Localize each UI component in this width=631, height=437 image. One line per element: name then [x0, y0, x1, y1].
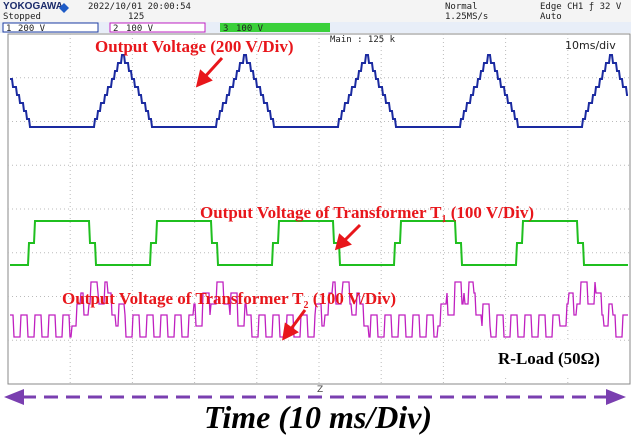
mode: Normal: [445, 2, 478, 12]
time-axis-label: Time (10 ms/Div): [204, 399, 432, 435]
ch1-id: 1: [6, 24, 11, 34]
ch1-scale: 200 V: [18, 24, 46, 34]
trigger: Edge CH1 ƒ 32 V: [540, 2, 622, 12]
t2-annotation: Output Voltage of Transformer T2 (100 V/…: [62, 289, 396, 311]
zoom-marker: Z: [317, 385, 323, 395]
t2-suffix: (100 V/Div): [308, 289, 396, 308]
t1-text: Output Voltage of Transformer T: [200, 203, 442, 222]
ch1-annotation: Output Voltage (200 V/Div): [95, 37, 294, 56]
scope-figure: YOKOGAWA Stopped 2022/10/01 20:00:54 125…: [0, 0, 631, 437]
load-label: R-Load (50Ω): [498, 349, 600, 368]
t2-text: Output Voltage of Transformer T: [62, 289, 304, 308]
ch2-box: [110, 23, 205, 32]
timebase: 10ms/div: [565, 39, 616, 52]
t1-annotation: Output Voltage of Transformer T1 (100 V/…: [200, 203, 534, 225]
ch3-id: 3: [223, 24, 228, 34]
ch2-id: 2: [113, 24, 118, 34]
status: Stopped: [3, 12, 41, 22]
trigger-mode: Auto: [540, 12, 562, 22]
brand: YOKOGAWA: [3, 1, 63, 12]
main-label: Main : 125 k: [330, 35, 396, 45]
ch3-scale: 100 V: [236, 24, 264, 34]
datetime: 2022/10/01 20:00:54: [88, 2, 191, 12]
sample-rate: 1.25MS/s: [445, 12, 488, 22]
count: 125: [128, 12, 144, 22]
ch2-scale: 100 V: [126, 24, 154, 34]
t1-suffix: (100 V/Div): [446, 203, 534, 222]
